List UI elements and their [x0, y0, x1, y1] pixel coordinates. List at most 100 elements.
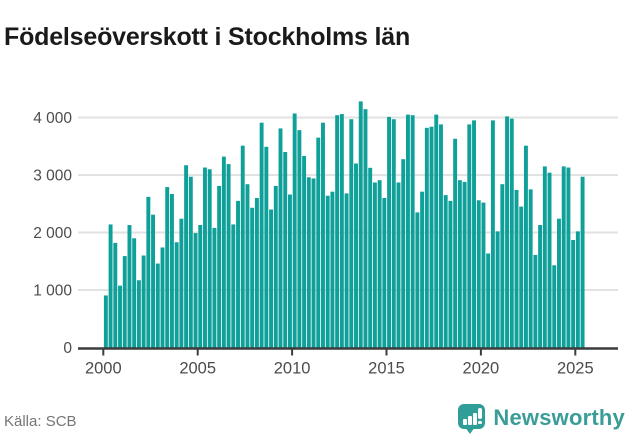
bar	[344, 193, 349, 348]
bar	[552, 265, 557, 348]
y-axis-tick-label: 2 000	[33, 225, 72, 242]
mini-bar-icon	[468, 416, 472, 425]
bar	[472, 120, 476, 348]
bar	[207, 169, 212, 348]
bar	[462, 181, 467, 348]
bar	[221, 156, 226, 348]
bar	[259, 122, 264, 348]
bar	[509, 118, 514, 348]
bar	[391, 119, 396, 348]
bar	[217, 185, 222, 348]
bar	[245, 184, 250, 348]
bar	[174, 242, 179, 348]
bar	[132, 238, 137, 348]
bar	[169, 193, 174, 348]
bar	[254, 198, 259, 348]
bar	[533, 254, 538, 348]
newsworthy-logo-icon	[458, 403, 486, 434]
x-axis-tick-label: 2000	[85, 360, 122, 378]
bar	[410, 115, 415, 348]
bar	[330, 191, 335, 348]
bar	[212, 227, 217, 348]
exclamation-icon	[478, 408, 482, 419]
bar	[136, 280, 141, 348]
y-axis-tick-label: 4 000	[33, 110, 72, 127]
bar	[311, 178, 316, 348]
bar	[151, 214, 156, 348]
bar	[542, 166, 547, 348]
bar	[349, 119, 354, 348]
bar	[165, 187, 170, 348]
bar	[122, 256, 127, 348]
x-axis-tick-label: 2025	[557, 360, 594, 378]
bar	[155, 263, 160, 348]
bar	[203, 167, 207, 348]
bar	[335, 115, 340, 348]
bar	[141, 255, 146, 348]
bar	[198, 225, 203, 348]
bar	[354, 163, 358, 348]
bar	[127, 225, 132, 348]
bar	[226, 164, 231, 348]
bar	[476, 200, 481, 348]
bar	[434, 114, 439, 348]
newsworthy-brand[interactable]: Newsworthy	[458, 403, 625, 434]
bar	[240, 145, 245, 348]
bar	[368, 167, 373, 348]
bar	[481, 202, 486, 348]
bar	[292, 113, 297, 348]
bar	[405, 114, 410, 348]
y-axis-tick-label: 1 000	[33, 283, 72, 300]
y-axis-tick-label: 3 000	[33, 168, 72, 185]
bar	[250, 207, 255, 348]
bar	[188, 176, 193, 348]
bar	[528, 189, 533, 348]
bar	[358, 101, 363, 348]
bar	[490, 120, 495, 348]
bar	[103, 295, 108, 348]
x-axis-tick-label: 2010	[274, 360, 311, 378]
bar	[401, 159, 406, 348]
brand-name: Newsworthy	[493, 405, 625, 430]
exclamation-dot-icon	[478, 421, 482, 425]
bar	[113, 242, 118, 348]
bar	[264, 146, 269, 348]
bar	[179, 218, 184, 348]
bar	[453, 138, 458, 348]
speech-bubble-tail	[465, 427, 476, 434]
bar	[306, 177, 311, 348]
bar	[363, 109, 368, 348]
bar	[457, 180, 462, 348]
bar	[377, 180, 382, 348]
mini-bar-icon	[473, 413, 477, 425]
bar	[146, 196, 151, 348]
bar	[523, 145, 528, 348]
bar	[108, 224, 113, 348]
bar	[118, 285, 122, 348]
mini-bar-icon	[463, 419, 467, 425]
bar	[486, 253, 491, 348]
bar	[160, 247, 165, 348]
bar	[467, 124, 472, 348]
bar	[325, 195, 330, 348]
bar	[424, 127, 429, 348]
bar	[443, 195, 448, 348]
bar	[287, 194, 292, 348]
bar	[184, 165, 189, 348]
bar	[193, 233, 198, 348]
bar	[283, 152, 288, 348]
bar	[415, 212, 420, 348]
bar	[231, 224, 236, 348]
bar	[505, 116, 510, 348]
bar	[339, 114, 344, 348]
y-axis-tick-label: 0	[63, 340, 72, 357]
bar	[557, 218, 561, 348]
bar	[566, 167, 571, 348]
bar	[236, 200, 240, 348]
bar	[269, 209, 274, 348]
bar	[448, 200, 453, 348]
bar	[538, 225, 543, 348]
bar	[429, 126, 434, 348]
x-axis-tick-label: 2015	[368, 360, 405, 378]
bar	[439, 124, 443, 348]
